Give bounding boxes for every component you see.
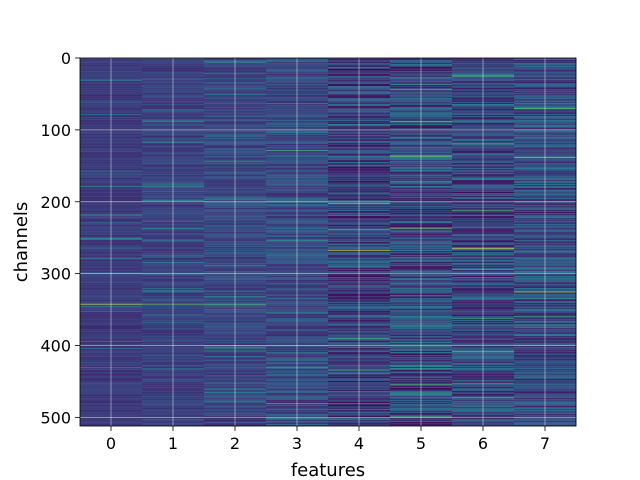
y-tick-label: 0 — [61, 49, 71, 68]
grid-lines — [80, 57, 576, 426]
x-tick-label: 4 — [354, 434, 364, 453]
plot-frame — [79, 57, 577, 427]
y-tick-label: 300 — [40, 265, 71, 284]
y-tick-label: 500 — [40, 408, 71, 427]
x-tick-label: 6 — [478, 434, 488, 453]
y-tick-label: 400 — [40, 337, 71, 356]
y-axis-ticks: 0 100 200 300 400 500 — [40, 49, 80, 427]
x-tick-label: 0 — [106, 434, 116, 453]
x-tick-label: 7 — [540, 434, 550, 453]
heatmap-cells — [80, 58, 577, 427]
x-axis-title: features — [291, 460, 365, 480]
y-tick-label: 200 — [40, 193, 71, 212]
x-tick-label: 3 — [292, 434, 302, 453]
x-tick-label: 2 — [230, 434, 240, 453]
x-tick-label: 1 — [168, 434, 178, 453]
y-axis-title: channels — [11, 202, 32, 283]
x-axis-ticks: 0 1 2 3 4 5 6 7 — [106, 426, 550, 453]
y-tick-label: 100 — [40, 121, 71, 140]
x-tick-label: 5 — [416, 434, 426, 453]
